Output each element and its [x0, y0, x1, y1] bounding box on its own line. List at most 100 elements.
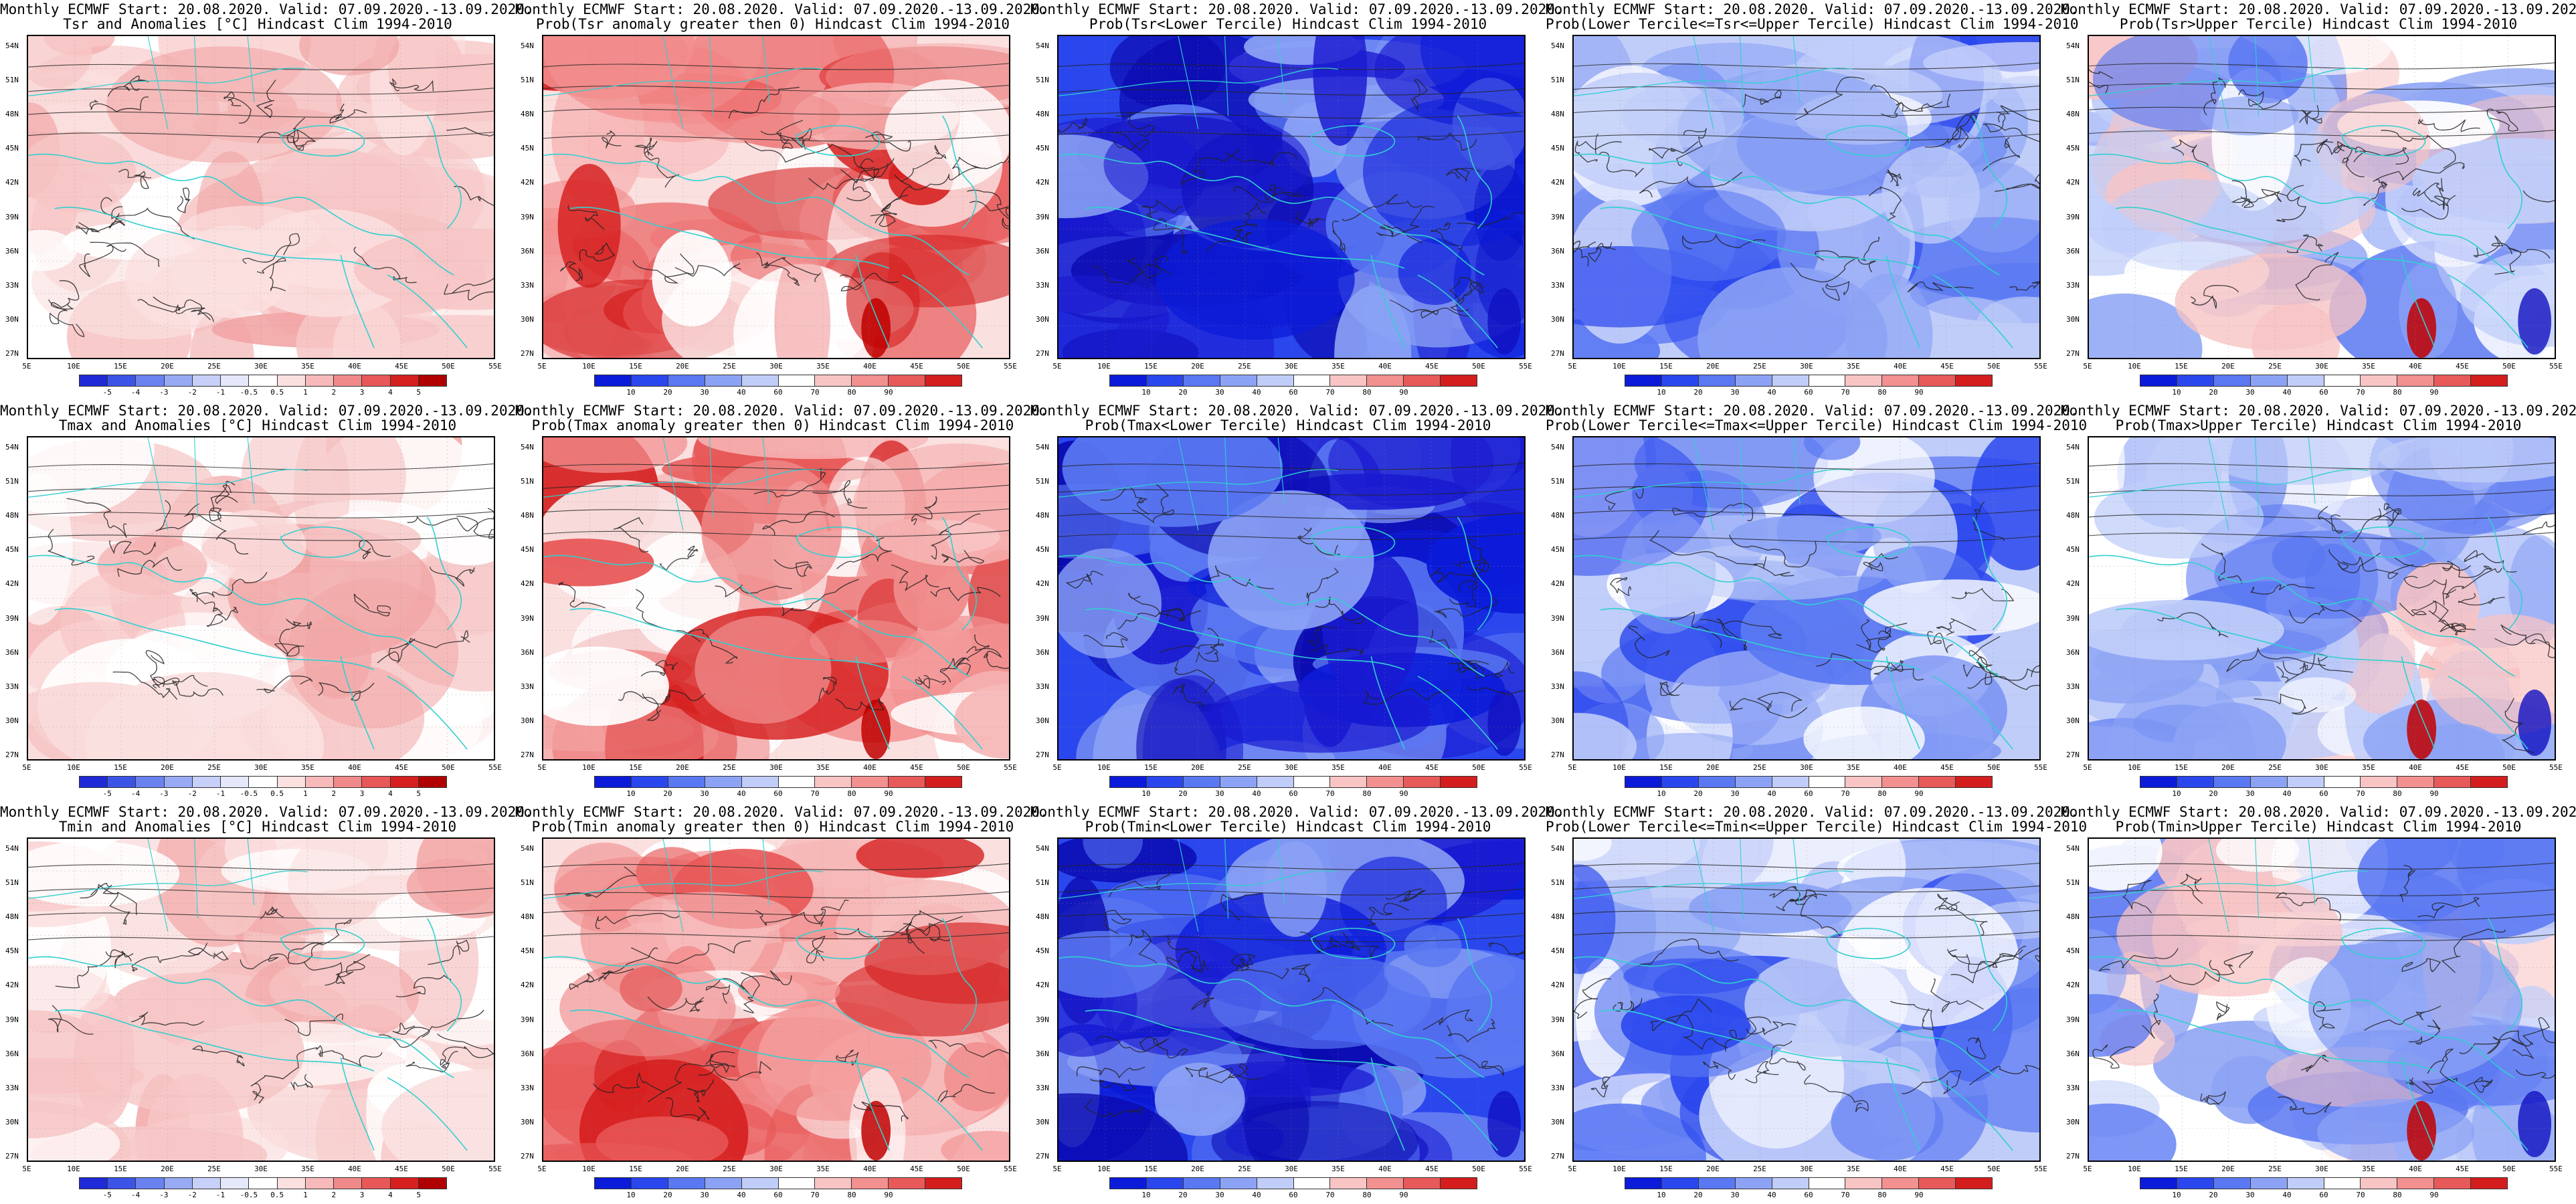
colorbar-cell	[1735, 375, 1772, 387]
colorbar-cell	[2287, 1177, 2324, 1189]
longitude-label: 15E	[629, 362, 642, 371]
longitude-label: 35E	[1847, 1165, 1860, 1173]
map-panel: Monthly ECMWF Start: 20.08.2020. Valid: …	[1030, 803, 1564, 1204]
longitude-label: 30E	[1285, 763, 1298, 772]
colorbar-cell	[2361, 375, 2398, 387]
colorbar-tick-label: 40	[2282, 388, 2292, 397]
colorbar-cell	[2250, 375, 2288, 387]
colorbar-cell	[2287, 375, 2324, 387]
longitude-label: 45E	[1425, 763, 1439, 772]
colorbar-cell	[2397, 1177, 2435, 1189]
longitude-label: 55E	[1004, 763, 1017, 772]
colorbar-tick-label: 20	[663, 1191, 672, 1199]
colorbar-cell	[705, 375, 742, 387]
colorbar-tick-label: 10	[1141, 388, 1151, 397]
colorbar-tick-label: 60	[1804, 388, 1813, 397]
longitude-label: 25E	[207, 1165, 221, 1173]
map-area	[1057, 35, 1526, 359]
longitude-label: 50E	[1987, 362, 2001, 371]
colorbar	[79, 776, 448, 788]
colorbar-tick-label: 60	[773, 388, 783, 397]
longitude-label: 5E	[1052, 763, 1062, 772]
map-panel: Monthly ECMWF Start: 20.08.2020. Valid: …	[0, 0, 533, 401]
panel-title-line1: Monthly ECMWF Start: 20.08.2020. Valid: …	[2061, 1, 2576, 17]
latitude-label: 36N	[521, 647, 534, 657]
map-area	[1572, 436, 2041, 761]
latitude-label: 30N	[2066, 716, 2080, 725]
latitude-label: 51N	[1036, 878, 1049, 888]
panel-title-line2: Prob(Tmax>Upper Tercile) Hindcast Clim 1…	[2115, 417, 2522, 433]
colorbar-tick-label: 60	[1804, 789, 1813, 798]
colorbar-cell	[852, 375, 889, 387]
colorbar-tick-label: 40	[1252, 388, 1261, 397]
map-area	[2088, 436, 2556, 761]
longitude-label: 55E	[1519, 763, 1532, 772]
latitude-label: 39N	[5, 1015, 19, 1024]
colorbar-tick-label: 80	[1362, 388, 1372, 397]
longitude-label: 30E	[1800, 763, 1813, 772]
longitude-label: 55E	[488, 362, 502, 371]
longitude-label: 50E	[957, 763, 970, 772]
longitude-label: 40E	[863, 362, 877, 371]
map-area	[542, 436, 1010, 761]
longitude-label: 50E	[442, 362, 455, 371]
colorbar-tick-label: 10	[626, 388, 636, 397]
colorbar-cell	[815, 776, 852, 788]
map-area	[542, 35, 1010, 359]
longitude-label: 25E	[2268, 1165, 2282, 1173]
latitude-label: 48N	[521, 110, 534, 119]
colorbar-cell	[2140, 1177, 2177, 1189]
colorbar-tick-label: 4	[388, 1191, 393, 1199]
colorbar-ticks: 10 20 30 40 60 70 80 90	[1625, 789, 1993, 799]
latitude-label: 27N	[5, 349, 19, 358]
colorbar-cell	[1293, 1177, 1331, 1189]
latitude-label: 48N	[2066, 912, 2080, 922]
colorbar	[594, 776, 963, 788]
latitude-label: 27N	[1551, 349, 1564, 358]
longitude-label: 5E	[2083, 1165, 2092, 1173]
longitude-label: 15E	[2175, 1165, 2188, 1173]
colorbar-cell	[1293, 375, 1331, 387]
colorbar-cell	[1661, 375, 1699, 387]
colorbar-cell	[390, 776, 419, 788]
longitude-label: 40E	[2409, 1165, 2422, 1173]
map-area	[27, 837, 495, 1162]
colorbar-ticks: 10 20 30 40 60 70 80 90	[594, 388, 962, 397]
latitude-label: 30N	[1551, 1117, 1564, 1126]
colorbar-cell	[390, 1177, 419, 1189]
colorbar-cell	[136, 776, 165, 788]
longitude-label: 25E	[2268, 362, 2282, 371]
colorbar-cell	[1293, 776, 1331, 788]
latitude-label: 48N	[1036, 511, 1049, 520]
colorbar-cell	[108, 375, 136, 387]
colorbar-cell	[305, 375, 335, 387]
colorbar-tick-label: 90	[884, 789, 893, 798]
longitude-label: 15E	[1659, 362, 1673, 371]
latitude-label: 42N	[2066, 579, 2080, 589]
longitude-label: 5E	[2083, 763, 2092, 772]
longitude-label: 5E	[1568, 362, 1577, 371]
colorbar-cell	[2250, 1177, 2288, 1189]
colorbar-cell	[1772, 375, 1809, 387]
longitude-label: 45E	[1940, 763, 1954, 772]
colorbar-tick-label: 60	[1289, 789, 1298, 798]
latitude-label: 54N	[521, 443, 534, 452]
longitude-label: 10E	[1097, 1165, 1111, 1173]
longitude-label: 20E	[2221, 362, 2235, 371]
latitude-label: 30N	[1551, 716, 1564, 725]
colorbar-cell	[1367, 1177, 1404, 1189]
longitude-label: 35E	[1331, 362, 1345, 371]
colorbar-tick-label: 3	[359, 1191, 365, 1199]
colorbar-tick-label: 20	[2209, 789, 2218, 798]
longitude-label: 35E	[1847, 763, 1860, 772]
latitude-label: 36N	[521, 246, 534, 256]
colorbar-cell	[1404, 776, 1441, 788]
colorbar-cell	[1404, 1177, 1441, 1189]
latitude-label: 33N	[2066, 682, 2080, 691]
longitude-label: 35E	[2362, 763, 2375, 772]
colorbar-tick-label: 90	[2429, 789, 2439, 798]
longitude-label: 45E	[395, 362, 408, 371]
colorbar-cell	[390, 375, 419, 387]
colorbar	[79, 1177, 448, 1189]
colorbar-cell	[362, 1177, 391, 1189]
